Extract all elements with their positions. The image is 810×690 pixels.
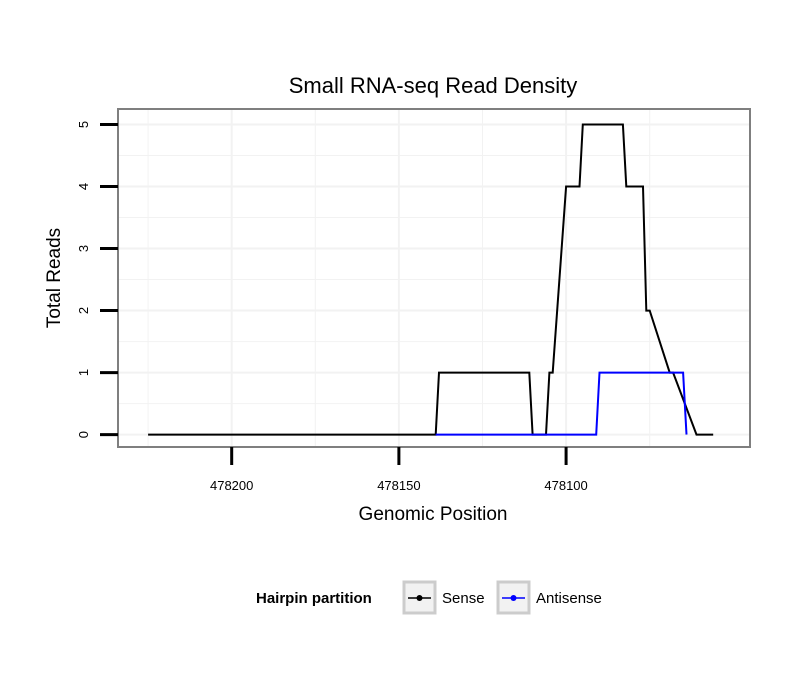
y-tick-label: 3 [76, 245, 91, 252]
x-axis: 478200 478150 478100 [210, 447, 588, 493]
y-tick-label: 1 [76, 369, 91, 376]
y-tick-label: 0 [76, 431, 91, 438]
chart-title: Small RNA-seq Read Density [289, 73, 578, 98]
legend-key-sense-point [416, 595, 423, 601]
y-tick-label: 5 [76, 121, 91, 128]
series-layer [148, 123, 714, 436]
x-tick-label: 478100 [544, 478, 587, 493]
y-tick-label: 2 [76, 307, 91, 314]
y-axis: 0 1 2 3 4 5 [76, 121, 118, 438]
legend-key-antisense-point [510, 595, 517, 601]
legend-title: Hairpin partition [256, 590, 372, 607]
x-tick-label: 478200 [210, 478, 253, 493]
grid [118, 109, 750, 447]
plot-border [117, 108, 751, 448]
series-line-antisense [435, 371, 688, 436]
y-axis-title: Total Reads [44, 228, 65, 328]
legend: Hairpin partition Sense Antisense [256, 580, 602, 615]
x-tick-label: 478150 [377, 478, 420, 493]
legend-label-antisense: Antisense [536, 590, 602, 607]
x-axis-title: Genomic Position [359, 504, 508, 525]
y-tick-label: 4 [76, 183, 91, 190]
legend-label-sense: Sense [442, 590, 485, 607]
